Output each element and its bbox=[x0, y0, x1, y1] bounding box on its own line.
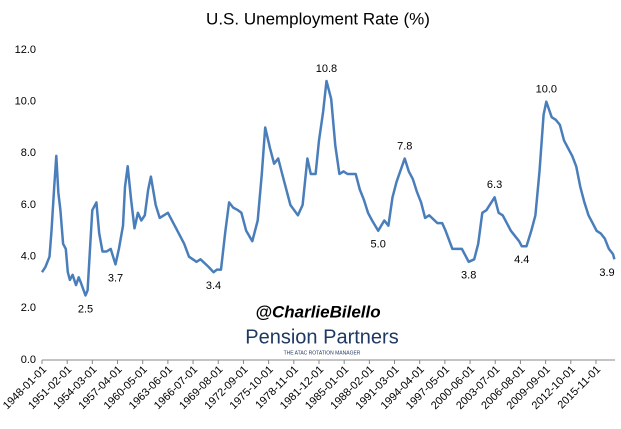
data-label: 5.0 bbox=[371, 239, 386, 251]
y-tick-label: 4.0 bbox=[21, 251, 36, 263]
y-tick-label: 12.0 bbox=[15, 44, 36, 56]
watermark-brand: Pension Partners bbox=[245, 326, 398, 348]
data-label: 7.8 bbox=[397, 140, 412, 152]
chart-title: U.S. Unemployment Rate (%) bbox=[206, 9, 430, 28]
y-tick-label: 10.0 bbox=[15, 96, 36, 108]
y-tick-label: 8.0 bbox=[21, 147, 36, 159]
data-label: 3.7 bbox=[108, 272, 123, 284]
data-label: 3.8 bbox=[461, 270, 476, 282]
watermark-tagline: THE ATAC ROTATION MANAGER bbox=[284, 350, 361, 356]
data-line bbox=[40, 79, 616, 297]
y-tick-label: 2.0 bbox=[21, 302, 36, 314]
data-label: 4.4 bbox=[514, 254, 529, 266]
data-label: 2.5 bbox=[78, 303, 93, 315]
y-tick-label: 6.0 bbox=[21, 199, 36, 211]
data-label: 6.3 bbox=[487, 179, 502, 191]
data-label: 10.0 bbox=[536, 84, 557, 96]
data-label: 3.9 bbox=[599, 267, 614, 279]
y-tick-label: 0.0 bbox=[21, 354, 36, 366]
watermark-handle: @CharlieBilello bbox=[255, 302, 380, 321]
data-label: 10.8 bbox=[316, 63, 337, 75]
data-label: 3.4 bbox=[206, 280, 221, 292]
